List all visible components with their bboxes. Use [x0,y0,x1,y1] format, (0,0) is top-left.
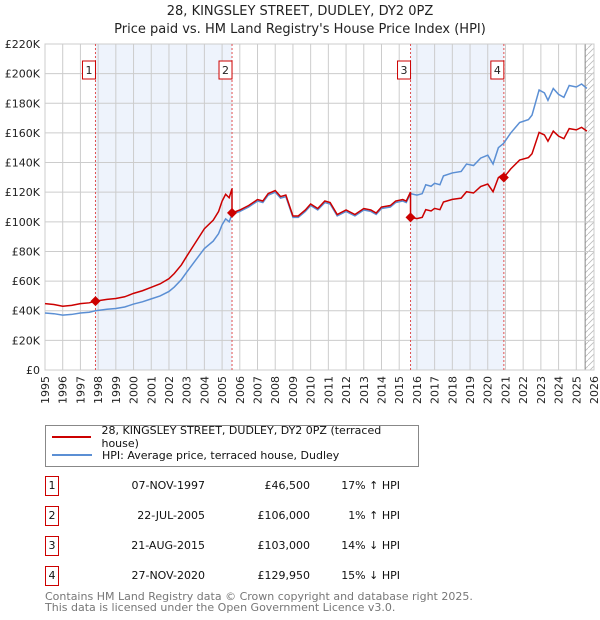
x-tick-label: 1996 [57,376,70,404]
x-tick-label: 2010 [305,376,318,404]
x-tick-label: 2015 [393,376,406,404]
x-tick-label: 2014 [375,376,388,404]
x-tick-label: 2017 [429,376,442,404]
sale-number-badge: 1 [45,476,59,496]
y-tick-label: £80K [12,245,41,258]
transaction-row: 2 22-JUL-2005 £106,000 1% ↑ HPI [45,506,445,526]
x-tick-label: 1995 [39,376,52,404]
legend-item-hpi: HPI: Average price, terraced house, Dudl… [52,446,339,464]
x-tick-label: 2013 [358,376,371,404]
hpi-line [44,83,588,316]
x-tick-label: 2007 [252,376,265,404]
x-tick-label: 2022 [517,376,530,404]
y-tick-label: £200K [5,68,41,81]
y-tick-label: £160K [5,127,41,140]
y-tick-label: £40K [12,305,41,318]
sale-point [405,212,416,223]
sale-number-badge: 2 [45,506,59,526]
shaded-period [410,44,504,370]
y-tick-label: £100K [5,216,41,229]
sale-point [227,207,238,218]
sale-label-number: 4 [494,64,501,77]
x-tick-label: 1998 [92,376,105,404]
chart-title: 28, KINGSLEY STREET, DUDLEY, DY2 0PZ [166,4,434,19]
x-tick-label: 2012 [340,376,353,404]
x-tick-label: 2018 [446,376,459,404]
footer-copyright: Contains HM Land Registry data © Crown c… [45,590,473,603]
y-tick-label: £60K [12,275,41,288]
sale-label-box [81,60,96,80]
sale-number-badge: 3 [45,536,59,556]
transaction-row: 1 07-NOV-1997 £46,500 17% ↑ HPI [45,476,445,496]
x-tick-label: 2006 [234,376,247,404]
sale-label-box [490,60,505,80]
legend-swatch-property [52,436,92,438]
sale-label-number: 2 [222,64,229,77]
shaded-period [95,44,233,370]
sale-date: 27-NOV-2020 [131,569,205,582]
y-tick-label: £220K [5,38,41,51]
sale-label-box [218,60,233,80]
sale-hpi-diff: 1% ↑ HPI [348,509,400,522]
legend-swatch-hpi [52,454,92,456]
price-chart: £0 £20K £40K £60K £80K £100K £120K £140K £160K £1… [5,38,600,404]
x-tick-label: 1999 [110,376,123,404]
x-tick-label: 2005 [216,376,229,404]
x-tick-label: 2016 [411,376,424,404]
sale-point [498,172,509,183]
transaction-row: 3 21-AUG-2015 £103,000 14% ↓ HPI [45,536,445,556]
forecast-hatch [585,44,594,370]
legend-label-hpi: HPI: Average price, terraced house, Dudl… [102,448,340,462]
sale-hpi-diff: 17% ↑ HPI [341,479,400,492]
sale-hpi-diff: 15% ↓ HPI [341,569,400,582]
sale-price: £106,000 [257,509,311,522]
y-tick-label: £180K [5,97,41,110]
footer-licence: This data is licensed under the Open Gov… [45,601,396,614]
plot-frame [44,43,595,371]
sale-point [90,296,101,307]
y-tick-label: £0 [26,364,40,377]
x-tick-label: 2020 [482,376,495,404]
sale-label-box [397,60,412,80]
sale-date: 21-AUG-2015 [131,539,205,552]
sale-hpi-diff: 14% ↓ HPI [341,539,400,552]
x-tick-label: 2001 [145,376,158,404]
x-tick-label: 2000 [128,376,141,404]
x-tick-label: 2002 [163,376,176,404]
legend-item-property: 28, KINGSLEY STREET, DUDLEY, DY2 0PZ (te… [52,424,418,450]
sale-date: 22-JUL-2005 [137,509,205,522]
x-tick-label: 2019 [464,376,477,404]
x-tick-label: 1997 [74,376,87,404]
x-tick-label: 2003 [181,376,194,404]
x-tick-label: 2025 [570,376,583,404]
x-tick-label: 2004 [198,376,211,404]
sale-price: £129,950 [257,569,311,582]
sale-label-number: 1 [85,64,92,77]
y-tick-label: £20K [12,334,41,347]
sale-price: £103,000 [257,539,311,552]
x-tick-label: 2021 [499,376,512,404]
sale-price: £46,500 [264,479,311,492]
x-tick-label: 2008 [269,376,282,404]
sale-label-number: 3 [401,64,408,77]
y-tick-label: £140K [5,157,41,170]
x-tick-label: 2023 [535,376,548,404]
legend-label-property: 28, KINGSLEY STREET, DUDLEY, DY2 0PZ (te… [101,424,382,450]
sale-number-badge: 4 [45,566,59,586]
x-tick-label: 2011 [322,376,335,404]
sale-date: 07-NOV-1997 [131,479,205,492]
legend: 28, KINGSLEY STREET, DUDLEY, DY2 0PZ (te… [45,424,419,467]
chart-subtitle: Price paid vs. HM Land Registry's House … [114,22,486,37]
x-tick-label: 2009 [287,376,300,404]
x-tick-label: 2026 [588,376,600,404]
x-tick-label: 2024 [553,376,566,404]
transaction-row: 4 27-NOV-2020 £129,950 15% ↓ HPI [45,566,445,586]
y-tick-label: £120K [5,186,41,199]
